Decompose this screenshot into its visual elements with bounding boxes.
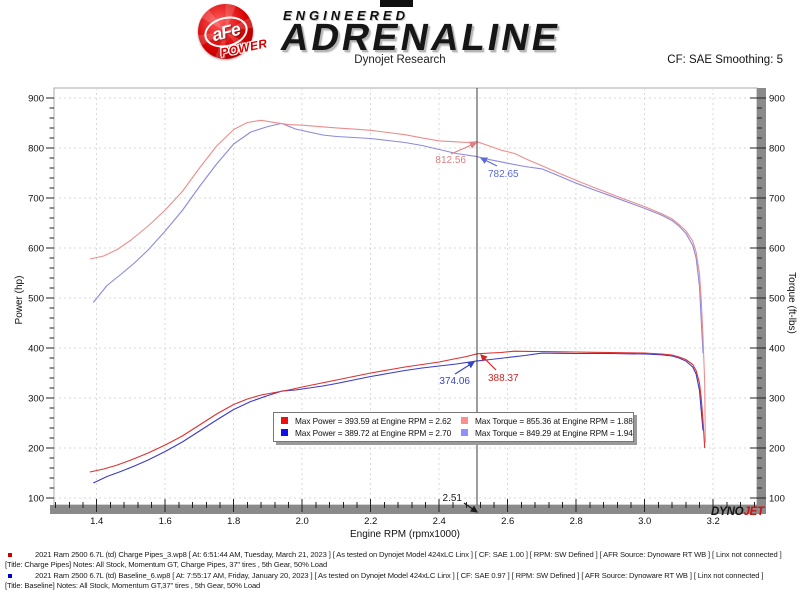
plot-area [53, 87, 758, 506]
gridlines [54, 88, 757, 505]
svg-text:400: 400 [28, 344, 44, 355]
y-axis-right-title: Torque (ft-lbs) [786, 272, 797, 334]
legend-label: Max Power = 393.59 at Engine RPM = 2.62 [295, 416, 452, 426]
svg-text:100: 100 [769, 494, 785, 505]
brand-black-box [380, 0, 413, 7]
afe-power-logo: aFe POWER [198, 4, 269, 60]
svg-text:1.8: 1.8 [227, 516, 240, 527]
svg-text:812.56: 812.56 [435, 155, 466, 166]
svg-text:388.37: 388.37 [488, 373, 519, 384]
legend-swatch [461, 429, 468, 436]
smoothing-label: CF: SAE Smoothing: 5 [667, 54, 783, 66]
legend-label: Max Power = 389.72 at Engine RPM = 2.70 [295, 428, 452, 438]
legend-swatch [281, 417, 288, 424]
svg-text:800: 800 [28, 144, 44, 155]
x-axis-labels: 1.4 1.6 1.8 2.0 2.2 2.4 2.6 2.8 3.0 3.2 [90, 516, 720, 527]
chart-title: Dynojet Research [354, 54, 446, 66]
svg-text:200: 200 [769, 444, 785, 455]
brand-adrenaline-text: ADRENALINE [277, 17, 565, 59]
x-axis-title: Engine RPM (rpmx1000) [350, 529, 460, 540]
svg-text:900: 900 [28, 94, 44, 105]
svg-text:2.51: 2.51 [443, 493, 463, 504]
run-notes-line: [Title: Baseline] Notes: All Stock, Mome… [5, 580, 261, 590]
svg-text:400: 400 [769, 344, 785, 355]
svg-text:200: 200 [28, 444, 44, 455]
footer-run-info: 2021 Ram 2500 6.7L (td) Charge Pipes_3.w… [0, 550, 800, 591]
y-axis-left-title: Power (hp) [14, 276, 25, 325]
run-color-marker [8, 553, 12, 557]
run-color-marker [8, 573, 12, 578]
series-charge-pipes-power [89, 350, 706, 473]
svg-text:2.2: 2.2 [364, 516, 377, 527]
svg-text:700: 700 [769, 194, 785, 205]
x-axis-bar [50, 505, 766, 514]
svg-text:1.6: 1.6 [159, 516, 172, 527]
footer-run: 2021 Ram 2500 6.7L (td) Baseline_6.wp8 [… [0, 571, 800, 592]
y-axis-right-bar [757, 88, 766, 514]
svg-text:300: 300 [28, 394, 44, 405]
svg-text:100: 100 [28, 494, 44, 505]
svg-text:600: 600 [28, 244, 44, 255]
dynojet-logo: DYNOJET [711, 506, 765, 518]
legend-swatch [281, 429, 288, 436]
svg-text:2.6: 2.6 [501, 516, 514, 527]
legend-swatch [461, 417, 468, 424]
annotation-374-06: 374.06 [439, 361, 476, 387]
legend-label: Max Torque = 855.36 at Engine RPM = 1.88 [475, 416, 633, 426]
legend-label: Max Torque = 849.29 at Engine RPM = 1.94 [475, 428, 633, 438]
svg-text:374.06: 374.06 [439, 376, 470, 387]
y-axis-left-labels: 100 100 200 200 300 300 400 400 500 500 600 600 700 7… [28, 94, 785, 505]
svg-text:2.0: 2.0 [296, 516, 309, 527]
svg-text:782.65: 782.65 [488, 169, 519, 180]
legend-box: Max Power = 393.59 at Engine RPM = 2.62 M… [273, 412, 634, 442]
dyno-chart: 100 100 200 200 300 300 400 400 500 500 600 600 700 7… [14, 87, 797, 540]
run-info-line: 2021 Ram 2500 6.7L (td) Charge Pipes_3.w… [35, 550, 782, 559]
svg-text:3.2: 3.2 [707, 516, 720, 527]
annotation-782-65: 782.65 [479, 157, 519, 180]
svg-text:800: 800 [769, 144, 785, 155]
svg-text:500: 500 [28, 294, 44, 305]
annotation-388-37: 388.37 [480, 354, 519, 384]
svg-text:600: 600 [769, 244, 785, 255]
svg-text:500: 500 [769, 294, 785, 305]
svg-text:2.8: 2.8 [570, 516, 583, 527]
axis-ticks [46, 97, 766, 512]
footer-run: 2021 Ram 2500 6.7L (td) Charge Pipes_3.w… [0, 550, 800, 571]
series-charge-pipes-torque [89, 119, 706, 444]
series-baseline-torque [92, 122, 704, 354]
series-baseline-power [93, 352, 704, 484]
svg-text:2.4: 2.4 [433, 516, 446, 527]
svg-text:900: 900 [769, 94, 785, 105]
annotation-812-56: 812.56 [435, 142, 478, 166]
svg-text:700: 700 [28, 194, 44, 205]
brand-engineered-text: ENGINEERED [283, 8, 409, 23]
svg-text:3.0: 3.0 [638, 516, 651, 527]
svg-text:1.4: 1.4 [90, 516, 103, 527]
annotation-2-51: 2.51 [443, 493, 478, 513]
run-notes-line: [Title: Charge Pipes] Notes: All Stock, … [5, 560, 328, 570]
svg-text:300: 300 [769, 394, 785, 405]
run-info-line: 2021 Ram 2500 6.7L (td) Baseline_6.wp8 [… [35, 570, 764, 580]
